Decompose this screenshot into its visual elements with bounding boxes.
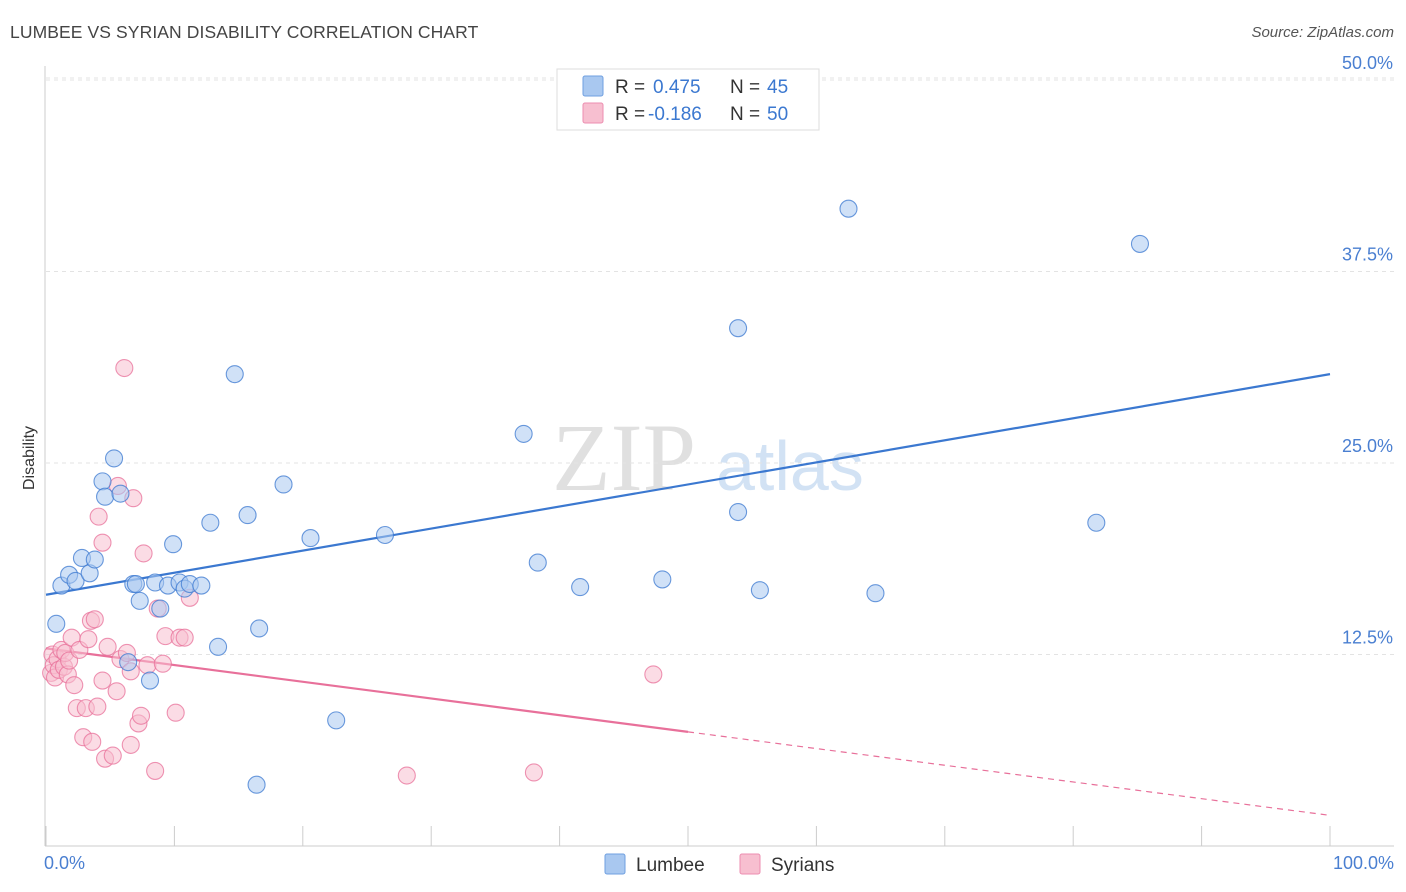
point-lumbee <box>238 506 257 525</box>
point-lumbee <box>1087 513 1106 532</box>
watermark: ZIP atlas <box>552 404 864 511</box>
point-lumbee <box>126 574 145 594</box>
bottom-legend-swatch-lumbee <box>604 853 626 875</box>
y-tick-label: 12.5% <box>1342 628 1393 648</box>
trend-line-lumbee <box>45 373 1331 596</box>
point-syrians <box>79 630 98 649</box>
point-lumbee <box>375 525 395 545</box>
trend-line-extension-syrians <box>687 731 1331 816</box>
point-lumbee <box>301 529 320 548</box>
point-lumbee <box>66 571 85 591</box>
legend-swatch-lumbee <box>582 75 604 97</box>
point-lumbee <box>866 584 885 603</box>
point-syrians <box>103 746 122 765</box>
legend-swatch-syrians <box>582 102 604 124</box>
bottom-legend-label-syrians: Syrians <box>771 855 834 876</box>
point-syrians <box>88 697 107 716</box>
point-lumbee <box>750 581 769 600</box>
point-syrians <box>153 654 172 673</box>
point-syrians <box>146 761 165 780</box>
y-tick-label: 37.5% <box>1342 245 1393 265</box>
series-legend: Lumbee Syrians <box>604 853 834 876</box>
point-lumbee <box>151 599 170 618</box>
point-syrians <box>121 735 140 754</box>
point-lumbee <box>1130 234 1150 253</box>
point-lumbee <box>225 365 244 384</box>
x-tick-label: 0.0% <box>44 853 85 873</box>
point-syrians <box>644 665 663 684</box>
legend-r-label-syrians: R = <box>615 104 645 125</box>
y-tick-label: 25.0% <box>1342 436 1393 456</box>
legend-n-label-lumbee: N = <box>730 77 760 98</box>
chart-title: LUMBEE VS SYRIAN DISABILITY CORRELATION … <box>10 22 479 42</box>
point-syrians <box>89 507 108 526</box>
point-lumbee <box>105 449 124 468</box>
point-lumbee <box>111 484 130 503</box>
point-syrians <box>115 358 134 378</box>
point-syrians <box>524 763 543 782</box>
point-syrians <box>93 671 112 690</box>
point-lumbee <box>164 535 183 554</box>
point-lumbee <box>274 475 293 494</box>
point-syrians <box>397 766 416 785</box>
legend-n-label-syrians: N = <box>730 104 760 125</box>
point-lumbee <box>729 319 748 338</box>
legend-n-value-syrians: 50 <box>767 104 788 125</box>
stats-legend: R = 0.475 N = 45 R = -0.186 N = 50 <box>556 68 820 131</box>
point-lumbee <box>729 502 748 522</box>
point-lumbee <box>250 619 269 638</box>
point-lumbee <box>247 775 266 794</box>
point-lumbee <box>209 637 228 656</box>
tick-labels: 12.5% 25.0% 37.5% 50.0% 0.0% 100.0% <box>44 53 1394 873</box>
data-points <box>42 199 1150 794</box>
point-lumbee <box>327 711 346 730</box>
point-lumbee <box>93 472 112 491</box>
axes <box>44 66 1394 847</box>
y-axis-label: Disability <box>21 426 38 490</box>
source-credit: Source: ZipAtlas.com <box>1251 24 1394 41</box>
point-syrians <box>83 732 102 751</box>
point-lumbee <box>514 424 533 443</box>
point-syrians <box>107 682 126 701</box>
bottom-legend-swatch-syrians <box>739 853 761 875</box>
point-lumbee <box>96 487 115 506</box>
point-syrians <box>85 610 104 629</box>
point-lumbee <box>201 513 220 532</box>
point-syrians <box>138 656 157 675</box>
point-lumbee <box>192 576 211 595</box>
legend-r-value-syrians: -0.186 <box>648 104 702 125</box>
x-tick-label: 100.0% <box>1333 853 1394 873</box>
point-lumbee <box>839 199 858 218</box>
point-syrians <box>131 706 151 725</box>
point-lumbee <box>47 614 66 633</box>
point-syrians <box>98 637 117 656</box>
point-syrians <box>65 676 84 695</box>
legend-n-value-lumbee: 45 <box>767 77 788 98</box>
legend-r-value-lumbee: 0.475 <box>653 77 701 98</box>
point-lumbee <box>571 578 590 597</box>
point-lumbee <box>653 570 672 589</box>
point-lumbee <box>140 671 160 690</box>
grid-lines <box>46 77 1394 655</box>
y-tick-label: 50.0% <box>1342 53 1393 73</box>
point-syrians <box>134 544 153 563</box>
point-syrians <box>93 533 112 552</box>
point-syrians <box>175 628 194 647</box>
point-syrians <box>166 703 185 722</box>
point-lumbee <box>528 553 547 572</box>
point-lumbee <box>130 591 149 610</box>
watermark-zip: ZIP <box>552 404 696 511</box>
point-lumbee <box>85 550 104 569</box>
point-lumbee <box>119 653 138 672</box>
bottom-legend-label-lumbee: Lumbee <box>636 855 705 876</box>
legend-r-label-lumbee: R = <box>615 77 645 98</box>
